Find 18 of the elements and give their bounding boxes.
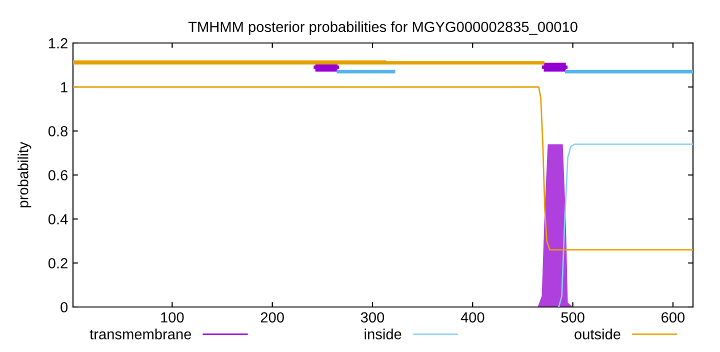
chart-title: TMHMM posterior probabilities for MGYG000002835_00010 <box>188 21 578 35</box>
y-tick-label: 0.6 <box>48 170 68 180</box>
y-axis-title: probability <box>18 142 32 208</box>
y-tick-label: 0.8 <box>48 126 68 136</box>
x-tick-label: 600 <box>662 312 685 323</box>
legend-label: transmembrane <box>90 328 192 340</box>
x-tick-label: 200 <box>260 312 284 323</box>
x-tick-label: 300 <box>360 312 384 323</box>
x-tick-label: 500 <box>561 312 584 323</box>
legend-label: inside <box>364 328 402 340</box>
y-tick-label: 0.2 <box>48 258 68 268</box>
y-tick-label: 1.2 <box>48 38 68 48</box>
x-tick-label: 100 <box>161 312 184 323</box>
legend-label: outside <box>574 328 620 340</box>
y-tick-label: 1 <box>61 82 68 92</box>
x-tick-label: 400 <box>460 312 484 323</box>
y-tick-label: 0 <box>60 302 68 312</box>
y-tick-label: 0.4 <box>48 214 68 224</box>
